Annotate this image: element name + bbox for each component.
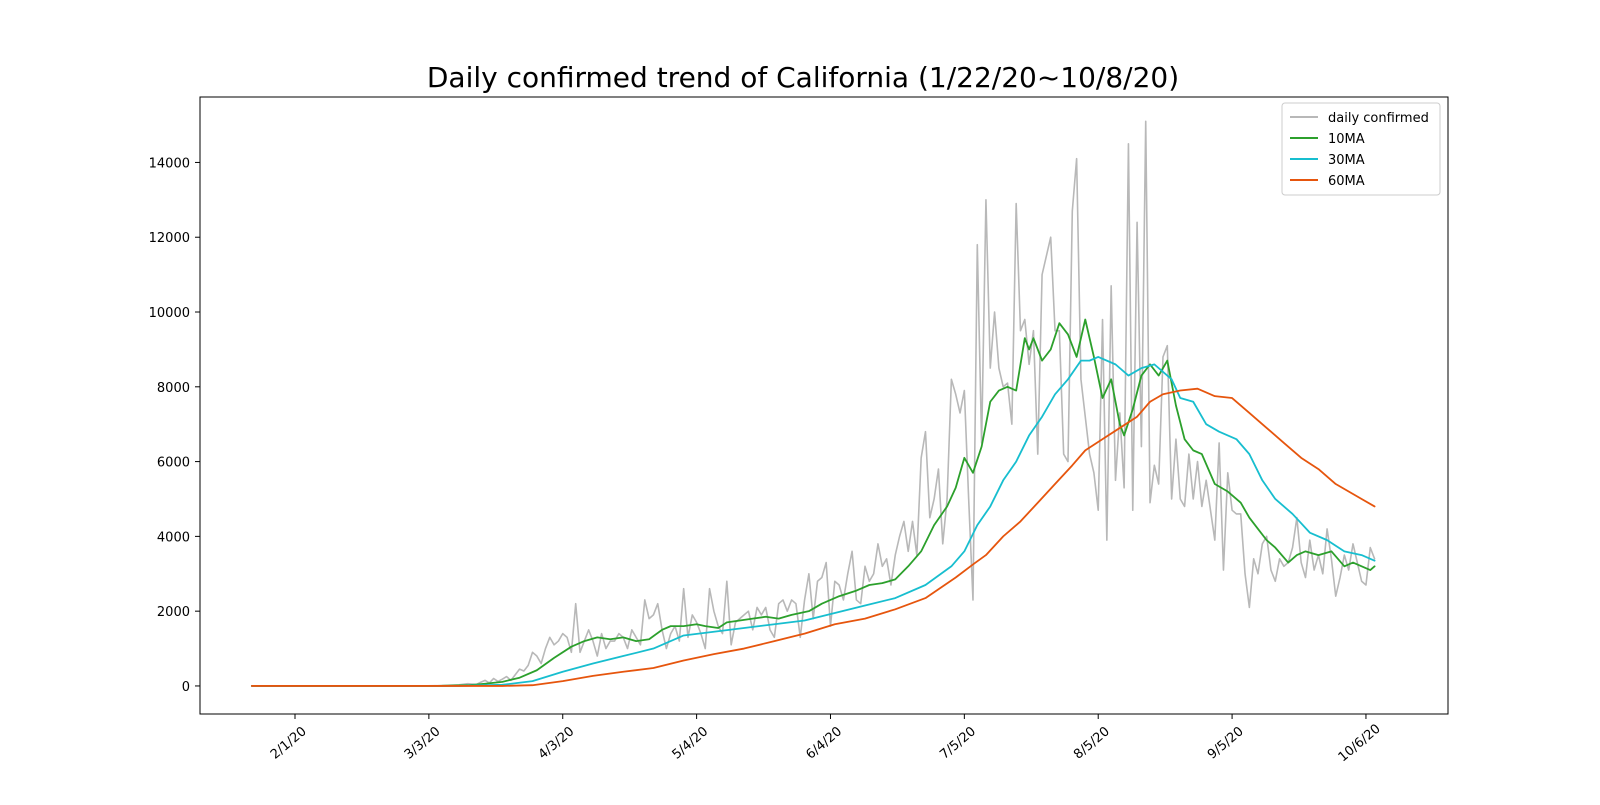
y-tick-label: 12000: [149, 231, 190, 246]
x-tick-label: 3/3/20: [402, 724, 444, 762]
legend-label: daily confirmed: [1328, 111, 1429, 126]
axes-layer: 2/1/20 3/3/20 4/3/20 5/4/20 6/4/20 7/5/20 8/5/…: [149, 96, 1449, 765]
plot-frame: [199, 96, 1449, 715]
series-line-daily-confirmed: [251, 120, 1376, 687]
x-tick-label: 5/4/20: [670, 724, 712, 762]
x-tick-label: 9/5/20: [1205, 724, 1247, 762]
legend-label: 60MA: [1328, 174, 1365, 189]
x-tick-label: 8/5/20: [1071, 724, 1113, 762]
x-tick-label: 7/5/20: [937, 724, 979, 762]
legend: daily confirmed 10MA 30MA 60MA: [1281, 102, 1441, 196]
x-tick-label: 10/6/20: [1336, 721, 1384, 765]
y-tick-label: 0: [182, 680, 190, 695]
chart-title: Daily confirmed trend of California (1/2…: [427, 61, 1179, 94]
x-tick-label: 2/1/20: [268, 724, 310, 762]
y-tick-label: 14000: [149, 156, 190, 171]
y-tick-label: 2000: [157, 605, 190, 620]
y-tick-label: 8000: [157, 381, 190, 396]
y-tick-label: 4000: [157, 530, 190, 545]
legend-label: 30MA: [1328, 153, 1365, 168]
x-tick-label: 6/4/20: [803, 724, 845, 762]
series-line-10ma: [250, 318, 1376, 687]
legend-box: [1281, 102, 1441, 196]
y-tick-label: 6000: [157, 456, 190, 471]
y-tick-label: 10000: [149, 306, 190, 321]
series-line-60ma: [250, 387, 1376, 687]
series-line-30ma: [250, 355, 1376, 687]
x-tick-label: 4/3/20: [536, 724, 578, 762]
series-layer: [250, 120, 1376, 687]
legend-label: 10MA: [1328, 132, 1365, 147]
